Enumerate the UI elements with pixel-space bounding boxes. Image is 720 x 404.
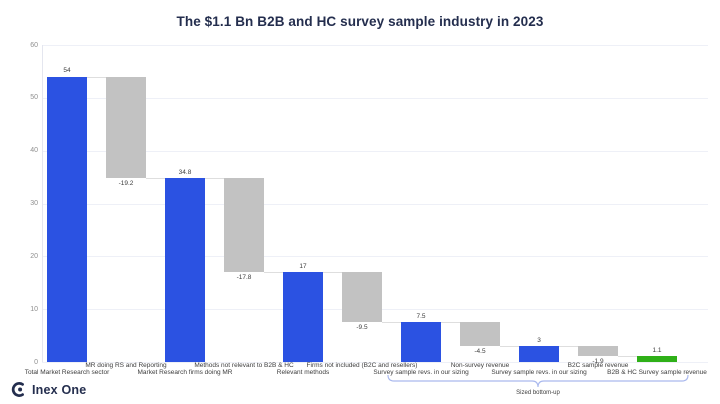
y-tick-label: 40 <box>30 147 38 155</box>
waterfall-bar <box>519 346 559 362</box>
bar-value-label: 54 <box>63 67 71 75</box>
x-axis-label: Survey sample revs. in our sizing <box>373 369 469 376</box>
connector-line <box>205 178 224 180</box>
waterfall-bar <box>578 346 618 357</box>
y-tick-label: 0 <box>34 358 38 366</box>
connector-line <box>441 322 460 324</box>
waterfall-bar <box>106 76 146 179</box>
bar-value-label: 34.8 <box>178 168 192 176</box>
y-tick-label: 50 <box>30 94 38 102</box>
x-axis-label: Firms not included (B2C and resellers) <box>306 362 418 369</box>
y-tick-label: 60 <box>30 41 38 49</box>
connector-line <box>382 322 401 324</box>
connector-line <box>146 178 165 180</box>
brace-label: Sized bottom-up <box>516 390 560 396</box>
x-axis-label: Non-survey revenue <box>450 362 510 369</box>
connector-line <box>500 346 519 348</box>
waterfall-bar <box>165 178 205 362</box>
x-axis-label: B2C sample revenue <box>567 362 629 369</box>
x-axis-label: MR doing RS and Reporting <box>85 362 167 369</box>
waterfall-bar <box>47 76 87 362</box>
gridline <box>42 150 708 152</box>
connector-line <box>559 346 578 348</box>
y-tick-label: 10 <box>30 305 38 313</box>
y-tick-label: 20 <box>30 252 38 260</box>
bar-value-label: -17.8 <box>236 274 252 282</box>
bar-value-label: -9.5 <box>356 324 368 332</box>
bar-value-label: 3 <box>537 336 541 344</box>
chart-title: The $1.1 Bn B2B and HC survey sample ind… <box>176 14 544 29</box>
waterfall-bar <box>637 356 677 362</box>
connector-line <box>618 356 637 358</box>
waterfall-bar <box>283 272 323 362</box>
waterfall-bar <box>224 178 264 273</box>
connector-line <box>323 272 342 274</box>
y-axis-line <box>42 45 43 362</box>
gridline <box>42 203 708 205</box>
bar-value-label: -4.5 <box>474 348 486 356</box>
logo-text: Inex One <box>32 382 87 397</box>
logo: Inex One <box>10 381 86 398</box>
gridline <box>42 362 708 363</box>
bar-value-label: -19.2 <box>118 180 134 188</box>
connector-line <box>264 272 283 274</box>
x-axis-label: Survey sample revs. in our sizing <box>491 369 587 376</box>
waterfall-bar <box>401 322 441 362</box>
x-axis-label: B2B & HC Survey sample revenue <box>607 369 707 376</box>
gridline <box>42 97 708 99</box>
bar-value-label: 17 <box>299 262 307 270</box>
x-axis-label: Total Market Research sector <box>24 369 110 376</box>
bar-value-label: 7.5 <box>416 312 426 320</box>
connector-line <box>87 76 106 78</box>
bar-value-label: 1.1 <box>652 346 662 354</box>
y-tick-label: 30 <box>30 200 38 207</box>
gridline <box>42 45 708 46</box>
inex-one-logo-icon <box>10 381 27 398</box>
waterfall-bar <box>460 322 500 347</box>
waterfall-bar <box>342 272 382 323</box>
x-axis-label: Market Research firms doing MR <box>137 369 233 376</box>
gridline <box>42 256 708 258</box>
x-axis-label: Methods not relevant to B2B & HC <box>194 362 294 369</box>
bar-value-label: -1.9 <box>592 358 604 366</box>
x-axis-label: Relevant methods <box>276 369 330 376</box>
